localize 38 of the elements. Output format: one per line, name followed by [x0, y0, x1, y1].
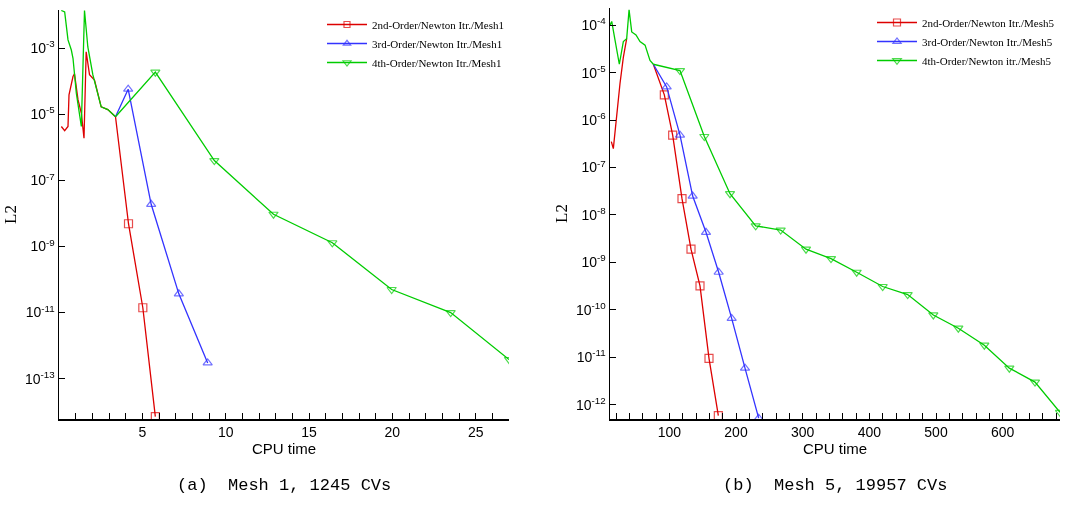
x-tick-label: 500: [924, 424, 948, 441]
y-tick-label: 10$^{-4}$: [581, 15, 607, 34]
y-tick-label: 10$^{-11}$: [25, 302, 55, 321]
y-tick-label: 10$^{-12}$: [575, 394, 606, 413]
x-axis-title: CPU time: [802, 440, 868, 458]
y-axis-title: L2: [0, 205, 20, 224]
y-tick-label: 10$^{-11}$: [576, 347, 606, 366]
y-tick-label: 10$^{-5}$: [30, 104, 56, 123]
x-tick-label: 100: [657, 424, 682, 441]
y-tick-label: 10$^{-8}$: [581, 204, 607, 223]
legend-label: 4th-Order/Newton Itr./Mesh1: [372, 56, 502, 69]
x-tick-label: 400: [857, 424, 882, 441]
y-tick-label: 10$^{-10}$: [575, 299, 607, 318]
y-tick-label: 10$^{-5}$: [581, 62, 607, 81]
legend-label: 2nd-Order/Newton Itr./Mesh5: [922, 16, 1055, 29]
x-axis-title: CPU time: [251, 440, 317, 458]
x-tick-label: 20: [384, 424, 401, 441]
y-tick-label: 10$^{-9}$: [581, 252, 606, 271]
x-tick-label: 25: [467, 424, 484, 441]
y-axis-title: L2: [551, 204, 571, 223]
x-tick-label: 5: [138, 424, 147, 441]
legend-label: 3rd-Order/Newton Itr./Mesh5: [922, 35, 1053, 48]
y-tick-label: 10$^{-7}$: [581, 157, 606, 176]
y-tick-label: 10$^{-6}$: [581, 110, 607, 128]
x-tick-label: 15: [301, 424, 317, 441]
x-tick-label: 600: [990, 424, 1015, 441]
legend-label: 3rd-Order/Newton Itr./Mesh1: [372, 37, 503, 50]
y-tick-label: 10$^{-13}$: [24, 368, 56, 387]
y-tick-label: 10$^{-9}$: [30, 236, 55, 255]
legend-label: 4th-Order/Newton itr./Mesh5: [922, 54, 1052, 67]
x-tick-label: 300: [790, 424, 815, 441]
y-tick-label: 10$^{-3}$: [30, 38, 56, 57]
text: (b) Mesh 5, 19957 CVs: [723, 476, 948, 495]
x-tick-label: 200: [724, 424, 748, 441]
y-tick-label: 10$^{-7}$: [30, 170, 55, 189]
x-tick-label: 10: [217, 424, 234, 441]
text: (a) Mesh 1, 1245 CVs: [177, 476, 392, 495]
legend-label: 2nd-Order/Newton Itr./Mesh1: [372, 18, 504, 31]
